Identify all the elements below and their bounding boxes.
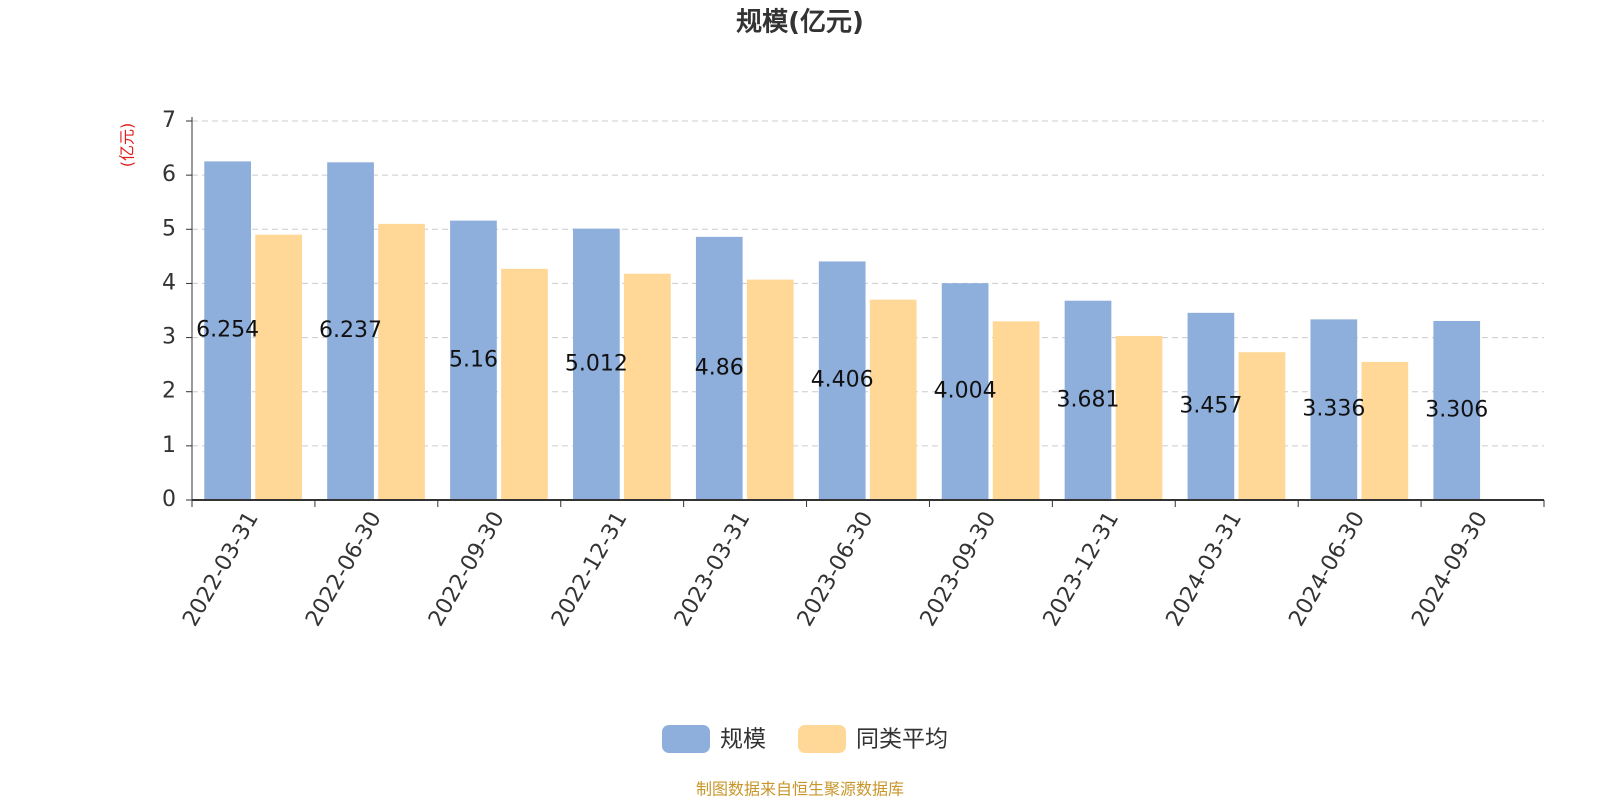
- x-tick-label: 2023-03-31: [670, 508, 756, 631]
- bar: [1361, 361, 1409, 500]
- bar: [501, 268, 548, 500]
- y-tick-label: 5: [162, 216, 176, 241]
- bar: [695, 236, 743, 500]
- x-tick-label: 2023-06-30: [793, 508, 879, 631]
- x-tick-label: 2024-06-30: [1284, 508, 1370, 631]
- x-tick-label: 2022-09-30: [424, 508, 510, 631]
- bar: [573, 228, 620, 501]
- x-tick-label: 2023-09-30: [916, 508, 1002, 631]
- legend-swatch: [662, 725, 710, 753]
- legend-label: 规模: [720, 727, 766, 753]
- y-unit-label: (亿元): [118, 123, 137, 168]
- x-tick-label: 2023-12-31: [1039, 508, 1125, 631]
- y-tick-label: 2: [162, 379, 176, 404]
- data-label: 3.336: [1302, 397, 1365, 422]
- bar: [1187, 312, 1235, 500]
- x-tick-label: 2024-09-30: [1407, 508, 1493, 631]
- bar: [869, 299, 917, 500]
- bar: [1310, 319, 1358, 500]
- bar: [746, 279, 794, 500]
- y-tick-label: 6: [162, 162, 176, 187]
- x-tick-label: 2022-03-31: [178, 508, 264, 631]
- data-label: 6.254: [196, 318, 259, 343]
- data-label: 5.16: [449, 347, 498, 372]
- data-label: 4.86: [695, 355, 744, 380]
- data-label: 3.306: [1425, 398, 1488, 423]
- data-label: 6.237: [319, 318, 382, 343]
- bar: [624, 273, 671, 500]
- bar: [450, 220, 497, 500]
- data-label: 3.457: [1179, 393, 1242, 418]
- bar: [992, 321, 1040, 500]
- chart-title: 规模(亿元): [736, 8, 864, 38]
- legend-label: 同类平均: [856, 727, 948, 753]
- bar: [818, 261, 866, 500]
- bar: [255, 234, 303, 500]
- bar: [1064, 300, 1112, 500]
- bar: [1433, 321, 1481, 500]
- bar: [327, 162, 374, 500]
- bar: [204, 161, 251, 500]
- data-label: 5.012: [565, 351, 628, 376]
- bar: [1115, 335, 1163, 500]
- data-label: 3.681: [1057, 387, 1120, 412]
- data-label: 4.004: [934, 379, 997, 404]
- y-tick-label: 3: [162, 325, 176, 350]
- x-tick-label: 2022-12-31: [547, 508, 633, 631]
- y-tick-label: 4: [162, 270, 176, 295]
- data-label: 4.406: [811, 368, 874, 393]
- x-tick-label: 2024-03-31: [1162, 508, 1248, 631]
- legend-swatch: [798, 725, 846, 753]
- bar: [941, 283, 989, 500]
- y-tick-label: 1: [162, 433, 176, 458]
- x-tick-label: 2022-06-30: [301, 508, 387, 631]
- source-note: 制图数据来自恒生聚源数据库: [696, 780, 904, 799]
- bar: [1238, 352, 1286, 500]
- y-tick-label: 0: [162, 487, 176, 512]
- bar: [378, 223, 425, 500]
- y-tick-label: 7: [162, 108, 176, 133]
